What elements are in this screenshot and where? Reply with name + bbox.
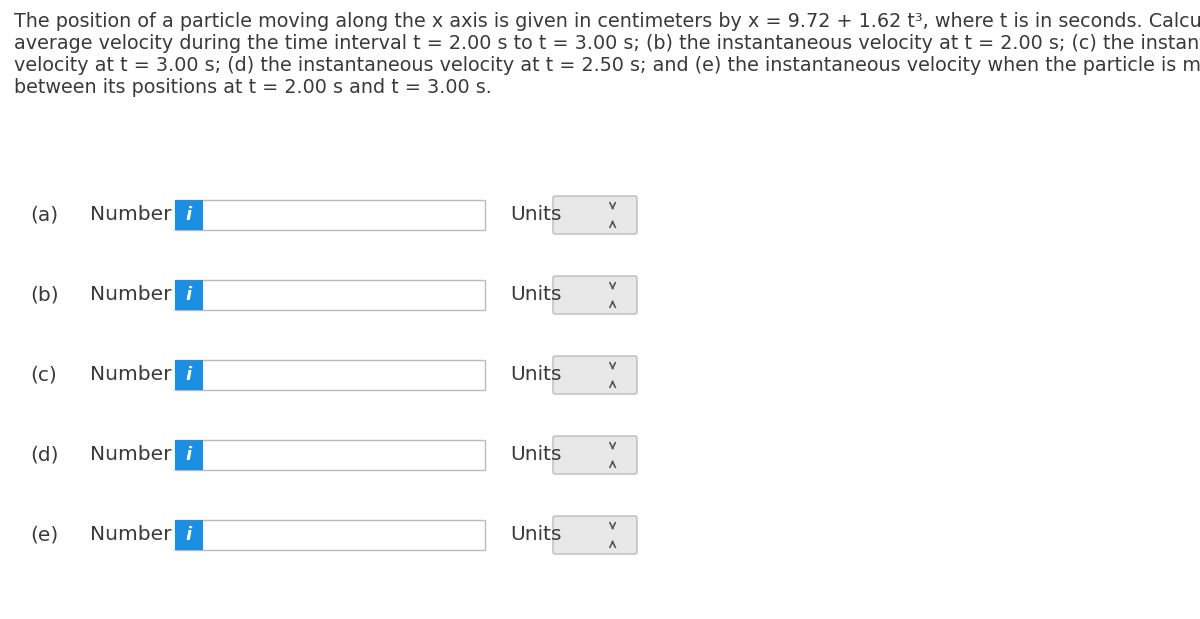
Bar [175,280,203,310]
Bar [175,200,203,230]
Text: (b): (b) [30,285,59,305]
Text: Units: Units [510,526,562,545]
Text: (e): (e) [30,526,59,545]
FancyBboxPatch shape [553,356,637,394]
Text: between its positions at t = 2.00 s and t = 3.00 s.: between its positions at t = 2.00 s and … [14,78,492,97]
FancyBboxPatch shape [553,516,637,554]
Text: i: i [186,206,192,224]
Text: Number: Number [90,446,172,464]
FancyBboxPatch shape [553,196,637,234]
FancyBboxPatch shape [553,436,637,474]
Bar [175,280,485,310]
Text: The position of a particle moving along the x axis is given in centimeters by x : The position of a particle moving along … [14,12,1200,31]
Bar [175,200,485,230]
Text: Units: Units [510,446,562,464]
FancyBboxPatch shape [553,276,637,314]
Text: i: i [186,366,192,384]
Text: Units: Units [510,285,562,305]
Text: i: i [186,286,192,304]
Text: Number: Number [90,285,172,305]
Bar [175,360,485,390]
Text: average velocity during the time interval t = 2.00 s to t = 3.00 s; (b) the inst: average velocity during the time interva… [14,34,1200,53]
Text: i: i [186,446,192,464]
Text: Number: Number [90,526,172,545]
Text: Units: Units [510,206,562,225]
Text: velocity at t = 3.00 s; (d) the instantaneous velocity at t = 2.50 s; and (e) th: velocity at t = 3.00 s; (d) the instanta… [14,56,1200,75]
Text: (d): (d) [30,446,59,464]
Bar [175,360,203,390]
Bar [175,440,485,470]
Bar [175,520,485,550]
Bar [175,440,203,470]
Text: Number: Number [90,365,172,384]
Text: (a): (a) [30,206,58,225]
Text: i: i [186,526,192,544]
Bar [175,520,203,550]
Text: (c): (c) [30,365,56,384]
Text: Units: Units [510,365,562,384]
Text: Number: Number [90,206,172,225]
